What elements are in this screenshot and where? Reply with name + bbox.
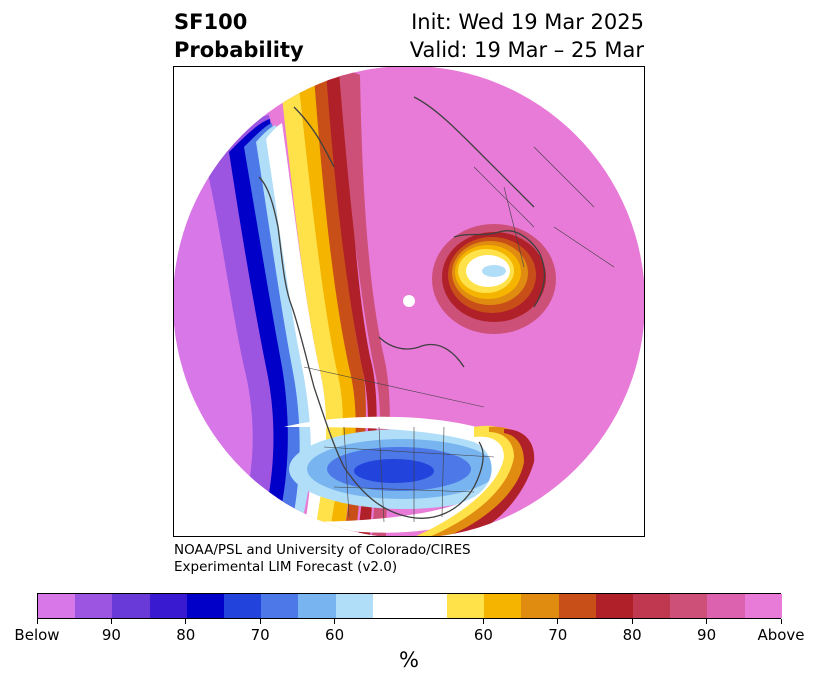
map-title: SF100 Probability [174, 8, 304, 64]
colorbar-tick-label: 60 [473, 626, 493, 644]
colorbar-tick-mark [110, 619, 112, 624]
colorbar-tick-label: 80 [176, 626, 196, 644]
data-credit: NOAA/PSL and University of Colorado/CIRE… [174, 542, 471, 576]
colorbar-swatch [298, 594, 336, 618]
colorbar-swatch [670, 594, 708, 618]
colorbar-tick-mark [259, 619, 261, 624]
colorbar-swatch [38, 594, 76, 618]
colorbar-tick-mark [36, 619, 38, 624]
polar-stereographic-map [174, 67, 644, 536]
probability-field [174, 67, 644, 536]
colorbar-tick-label: 70 [548, 626, 568, 644]
colorbar-tick-label: 90 [697, 626, 717, 644]
coastlines [258, 96, 546, 519]
colorbar-swatch [633, 594, 671, 618]
title-variable: SF100 [174, 10, 248, 34]
colorbar-swatch [261, 594, 299, 618]
colorbar-swatch [149, 594, 187, 618]
map-dates: Init: Wed 19 Mar 2025 Valid: 19 Mar – 25… [410, 8, 644, 64]
colorbar-tick-mark [185, 619, 187, 624]
valid-range: Valid: 19 Mar – 25 Mar [409, 38, 644, 62]
colorbar-swatch [186, 594, 224, 618]
colorbar-tick-label: 80 [622, 626, 642, 644]
colorbar-tick-label: 90 [101, 626, 121, 644]
colorbar-swatch [335, 594, 373, 618]
colorbar-swatch [75, 594, 113, 618]
colorbar-tick-mark [780, 619, 782, 624]
colorbar-tick-label: 60 [325, 626, 345, 644]
colorbar-swatch [595, 594, 634, 618]
colorbar-swatch [223, 594, 262, 618]
colorbar-swatch [447, 594, 485, 618]
title-field: Probability [174, 38, 304, 62]
probability-map [173, 66, 645, 537]
credit-model: Experimental LIM Forecast (v2.0) [174, 559, 398, 575]
colorbar-tick-label: Below [14, 626, 60, 644]
colorbar-swatch [372, 594, 448, 618]
colorbar-swatch [744, 594, 782, 618]
colorbar-tick-mark [334, 619, 336, 624]
colorbar-swatch [112, 594, 150, 618]
credit-institution: NOAA/PSL and University of Colorado/CIRE… [174, 542, 471, 558]
colorbar-swatch [484, 594, 522, 618]
political-borders [303, 146, 615, 523]
colorbar [37, 593, 782, 619]
colorbar-tick-label: Above [757, 626, 805, 644]
colorbar-unit: % [399, 648, 419, 672]
colorbar-swatch [707, 594, 745, 618]
colorbar-tick-mark [557, 619, 559, 624]
colorbar-tick-mark [706, 619, 708, 624]
colorbar-swatch [558, 594, 596, 618]
colorbar-tick-mark [631, 619, 633, 624]
colorbar-tick-mark [482, 619, 484, 624]
colorbar-tick-label: 70 [250, 626, 270, 644]
init-date: Init: Wed 19 Mar 2025 [411, 10, 644, 34]
colorbar-swatch [521, 594, 559, 618]
